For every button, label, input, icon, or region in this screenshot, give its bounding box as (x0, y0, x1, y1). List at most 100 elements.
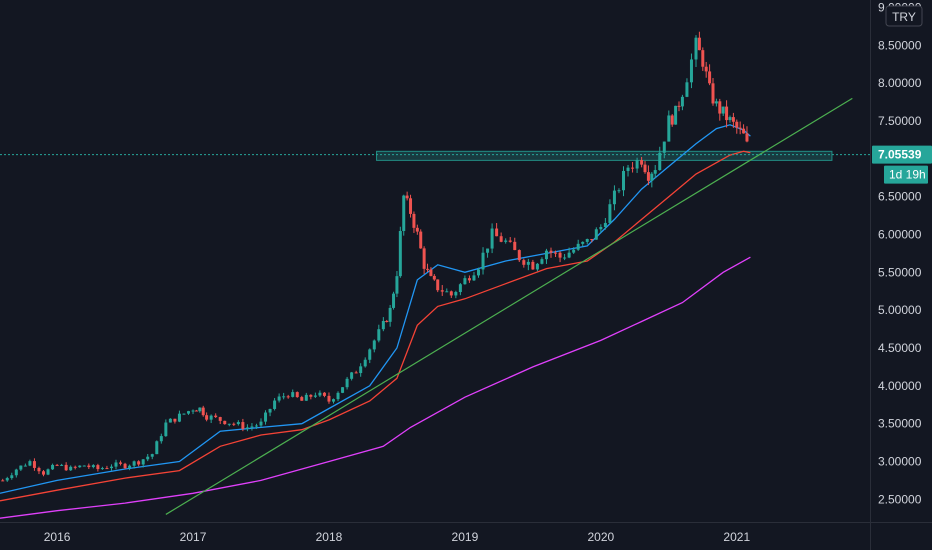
candle-body (168, 418, 172, 423)
candle-body (667, 115, 671, 142)
candle-body (517, 250, 521, 261)
candle-body (223, 420, 227, 425)
candle-body (286, 396, 290, 398)
candle-body (563, 257, 567, 259)
candle-body (150, 454, 154, 457)
candle-body (608, 204, 612, 223)
trend-line (165, 97, 853, 515)
candle-body (419, 231, 423, 249)
candle-body (535, 263, 539, 270)
candle-body (490, 228, 494, 249)
candle-body (254, 425, 258, 427)
candle-body (227, 423, 231, 425)
candle-body (745, 133, 749, 142)
candle-body (658, 152, 662, 171)
candle-body (685, 82, 689, 97)
y-tick-label: 6.50000 (878, 190, 922, 204)
price-axis[interactable]: 2.50000 3.00000 3.50000 4.00000 4.50000 5.000… (870, 0, 922, 550)
candle-body (198, 407, 202, 412)
candle-body (209, 415, 213, 420)
candle-body (132, 461, 136, 466)
candle-body (718, 101, 722, 114)
candle-body (622, 170, 625, 191)
candle-body (137, 461, 141, 465)
candle-body (268, 408, 272, 413)
candle-body (674, 105, 678, 125)
candle-body (273, 400, 277, 409)
support-zone (376, 150, 833, 161)
candle-body (486, 248, 490, 253)
candle-body (689, 59, 693, 83)
candlesticks (1, 31, 749, 482)
candle-body (646, 172, 650, 181)
candle-body (146, 456, 150, 460)
candle-body (531, 261, 535, 270)
candle-body (109, 466, 113, 469)
candle-body (558, 252, 562, 258)
candle-body (295, 392, 299, 398)
x-tick-label: 2019 (452, 530, 479, 544)
candle-body (626, 167, 630, 171)
price-tag-countdown: 1d 19h (889, 168, 926, 182)
candle-body (526, 261, 530, 265)
candle-body (677, 105, 681, 107)
candle-body (123, 463, 127, 469)
candle-body (599, 226, 603, 230)
candle-body (318, 392, 322, 396)
candle-body (495, 228, 499, 237)
currency-button[interactable]: TRY (885, 5, 923, 27)
candle-body (412, 213, 416, 228)
candle-body (728, 117, 732, 121)
candle-body (64, 464, 68, 471)
candle-body (372, 340, 376, 350)
candle-body (735, 121, 739, 128)
candle-body (426, 268, 430, 270)
candle-body (55, 464, 59, 466)
candle-body (585, 239, 589, 242)
candle-body (422, 248, 426, 269)
candle-body (341, 387, 345, 393)
trendline (165, 97, 853, 515)
candle-body (37, 467, 41, 472)
y-tick-label: 8.50000 (878, 38, 922, 52)
candle-body (581, 241, 585, 244)
candle-body (481, 252, 485, 270)
candle-body (409, 198, 413, 214)
currency-label: TRY (892, 10, 916, 24)
candle-body (731, 117, 735, 122)
candle-body (697, 37, 701, 51)
candle-body (415, 227, 419, 232)
candle-body (385, 320, 389, 322)
time-axis[interactable]: 2016 2017 2018 2019 2020 2021 (0, 522, 932, 545)
y-tick-label: 3.50000 (878, 417, 922, 431)
candle-body (336, 392, 340, 400)
candle-body (304, 394, 308, 401)
candle-body (277, 396, 281, 401)
candle-body (721, 106, 725, 114)
candle-body (327, 395, 331, 402)
candle-body (711, 83, 715, 104)
candle-body (612, 190, 616, 205)
candle-body (187, 411, 190, 414)
candle-body (78, 465, 82, 468)
candle-body (5, 478, 9, 481)
candle-body (504, 240, 508, 242)
candle-body (105, 468, 109, 470)
ma-line-2 (0, 150, 751, 502)
candle-body (245, 427, 249, 429)
y-tick-label: 5.00000 (878, 303, 922, 317)
candle-body (499, 236, 503, 242)
moving-averages (0, 124, 751, 519)
candle-body (182, 413, 186, 415)
candle-body (738, 127, 742, 129)
candle-body (264, 412, 268, 422)
x-tick-label: 2016 (44, 530, 71, 544)
candle-body (128, 465, 132, 469)
candle-body (96, 465, 100, 470)
candle-body (100, 468, 104, 470)
price-tag-value: 7.05539 (878, 148, 922, 162)
candle-body (388, 307, 392, 322)
candle-body (742, 128, 746, 134)
candle-body (23, 465, 27, 467)
